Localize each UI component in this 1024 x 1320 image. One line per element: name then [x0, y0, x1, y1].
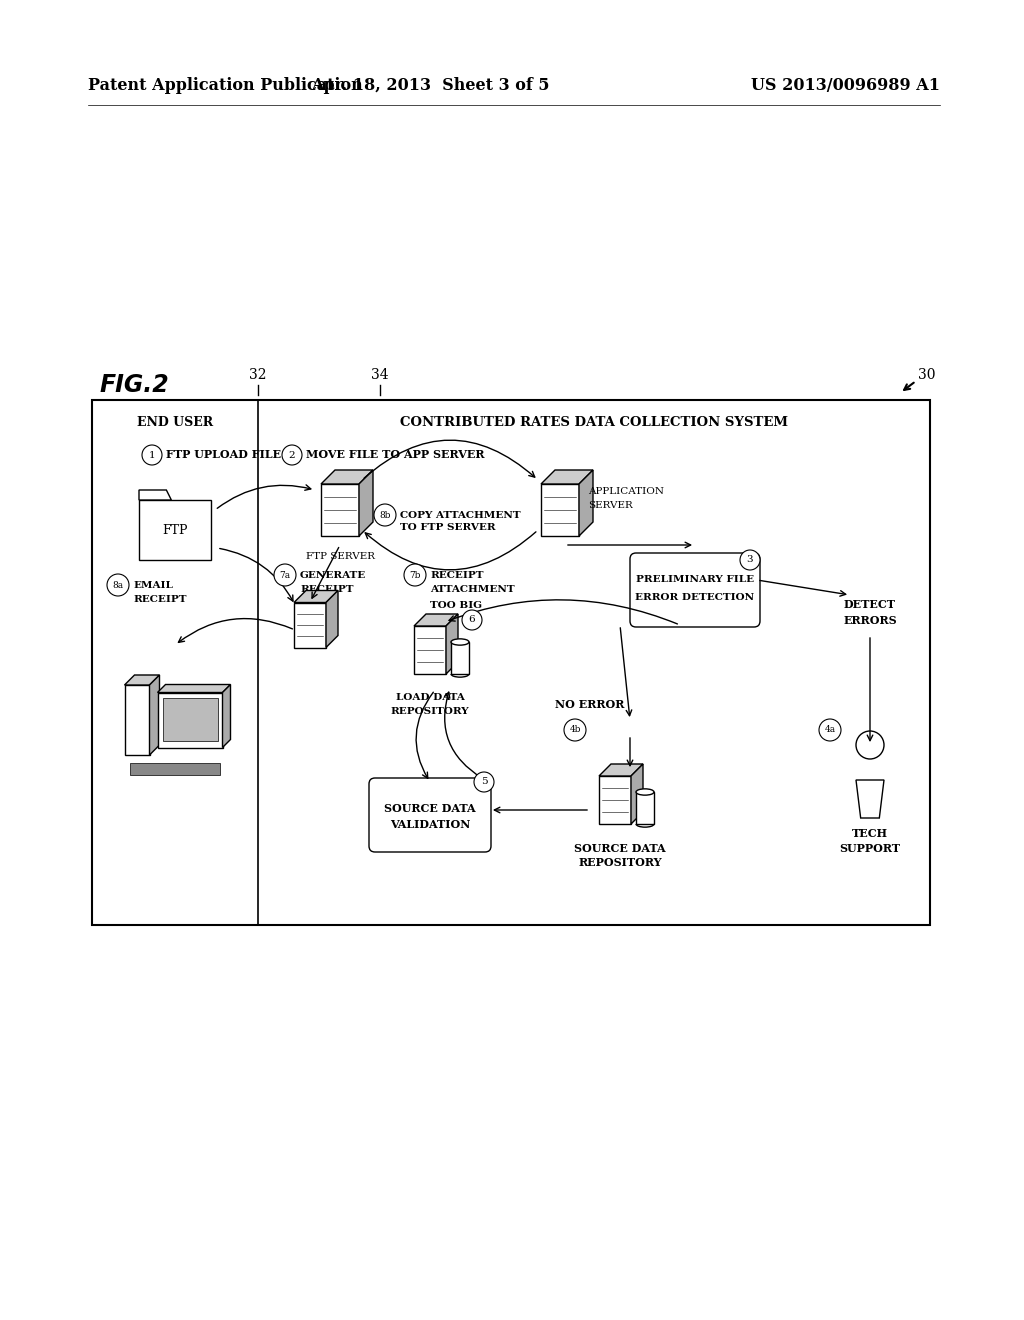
Text: END USER: END USER: [137, 416, 213, 429]
Text: EMAIL: EMAIL: [133, 581, 173, 590]
Circle shape: [374, 504, 396, 525]
Circle shape: [404, 564, 426, 586]
Text: DETECT: DETECT: [844, 599, 896, 610]
Circle shape: [474, 772, 494, 792]
Bar: [163, 697, 217, 741]
Bar: [541, 484, 579, 536]
Circle shape: [282, 445, 302, 465]
Polygon shape: [414, 614, 458, 626]
Text: REPOSITORY: REPOSITORY: [579, 857, 662, 869]
Text: RECEIPT: RECEIPT: [430, 570, 483, 579]
Text: SERVER: SERVER: [588, 502, 633, 511]
Bar: [125, 685, 150, 755]
Text: ERRORS: ERRORS: [843, 615, 897, 626]
Text: FIG.2: FIG.2: [100, 374, 170, 397]
Text: ATTACHMENT: ATTACHMENT: [430, 586, 515, 594]
Text: RECEIPT: RECEIPT: [133, 594, 186, 603]
Bar: [414, 626, 446, 675]
Text: PRELIMINARY FILE: PRELIMINARY FILE: [636, 576, 754, 585]
Circle shape: [740, 550, 760, 570]
Polygon shape: [326, 590, 338, 648]
Polygon shape: [856, 780, 884, 818]
Circle shape: [142, 445, 162, 465]
Text: 5: 5: [480, 777, 487, 787]
Bar: [451, 642, 469, 675]
Text: LOAD DATA: LOAD DATA: [395, 693, 464, 702]
Polygon shape: [125, 675, 160, 685]
Polygon shape: [579, 470, 593, 536]
Text: 30: 30: [918, 368, 936, 381]
Ellipse shape: [451, 639, 469, 645]
Bar: [139, 500, 211, 560]
Text: 7a: 7a: [280, 570, 291, 579]
Text: 2: 2: [289, 450, 295, 459]
Text: NO ERROR: NO ERROR: [555, 700, 625, 710]
Polygon shape: [321, 470, 373, 484]
Text: US 2013/0096989 A1: US 2013/0096989 A1: [751, 77, 940, 94]
Text: RECEIPT: RECEIPT: [300, 586, 353, 594]
Circle shape: [274, 564, 296, 586]
Circle shape: [564, 719, 586, 741]
Text: FTP UPLOAD FILE: FTP UPLOAD FILE: [166, 450, 282, 461]
Bar: [294, 602, 326, 648]
Polygon shape: [446, 614, 458, 675]
Polygon shape: [541, 470, 593, 484]
Text: SOURCE DATA: SOURCE DATA: [384, 803, 476, 813]
Text: 6: 6: [469, 615, 475, 624]
Text: ERROR DETECTION: ERROR DETECTION: [636, 593, 755, 602]
Polygon shape: [150, 675, 160, 755]
Text: COPY ATTACHMENT: COPY ATTACHMENT: [400, 511, 520, 520]
Text: 7b: 7b: [410, 570, 421, 579]
Text: TECH: TECH: [852, 828, 888, 840]
Text: 34: 34: [371, 368, 389, 381]
Text: 8a: 8a: [113, 581, 124, 590]
Polygon shape: [158, 685, 230, 693]
Circle shape: [819, 719, 841, 741]
Text: GENERATE: GENERATE: [300, 570, 367, 579]
Text: SUPPORT: SUPPORT: [840, 843, 900, 854]
Polygon shape: [139, 490, 171, 500]
Bar: [321, 484, 359, 536]
Polygon shape: [359, 470, 373, 536]
FancyBboxPatch shape: [369, 777, 490, 851]
Text: 8b: 8b: [379, 511, 391, 520]
Text: REPOSITORY: REPOSITORY: [391, 708, 469, 715]
Polygon shape: [631, 764, 643, 824]
Bar: [92, 400, 930, 925]
Bar: [599, 776, 631, 824]
Text: 3: 3: [746, 556, 754, 565]
Circle shape: [106, 574, 129, 597]
Text: APPLICATION: APPLICATION: [588, 487, 664, 496]
Text: FTP SERVER: FTP SERVER: [305, 552, 375, 561]
FancyBboxPatch shape: [630, 553, 760, 627]
Text: FTP: FTP: [162, 524, 187, 536]
Text: 1: 1: [148, 450, 156, 459]
Polygon shape: [294, 590, 338, 602]
Circle shape: [462, 610, 482, 630]
Bar: [158, 693, 222, 747]
Bar: [130, 763, 220, 775]
Polygon shape: [222, 685, 230, 747]
Ellipse shape: [636, 789, 654, 795]
Text: VALIDATION: VALIDATION: [390, 818, 470, 829]
Text: TO FTP SERVER: TO FTP SERVER: [400, 524, 496, 532]
Bar: [636, 792, 654, 824]
Text: 4b: 4b: [569, 726, 581, 734]
Text: 4a: 4a: [824, 726, 836, 734]
Text: CONTRIBUTED RATES DATA COLLECTION SYSTEM: CONTRIBUTED RATES DATA COLLECTION SYSTEM: [400, 416, 788, 429]
Text: TOO BIG: TOO BIG: [430, 601, 482, 610]
Text: MOVE FILE TO APP SERVER: MOVE FILE TO APP SERVER: [306, 450, 484, 461]
Text: Apr. 18, 2013  Sheet 3 of 5: Apr. 18, 2013 Sheet 3 of 5: [310, 77, 549, 94]
Polygon shape: [599, 764, 643, 776]
Circle shape: [856, 731, 884, 759]
Text: SOURCE DATA: SOURCE DATA: [574, 843, 666, 854]
Text: Patent Application Publication: Patent Application Publication: [88, 77, 362, 94]
Text: 32: 32: [249, 368, 266, 381]
